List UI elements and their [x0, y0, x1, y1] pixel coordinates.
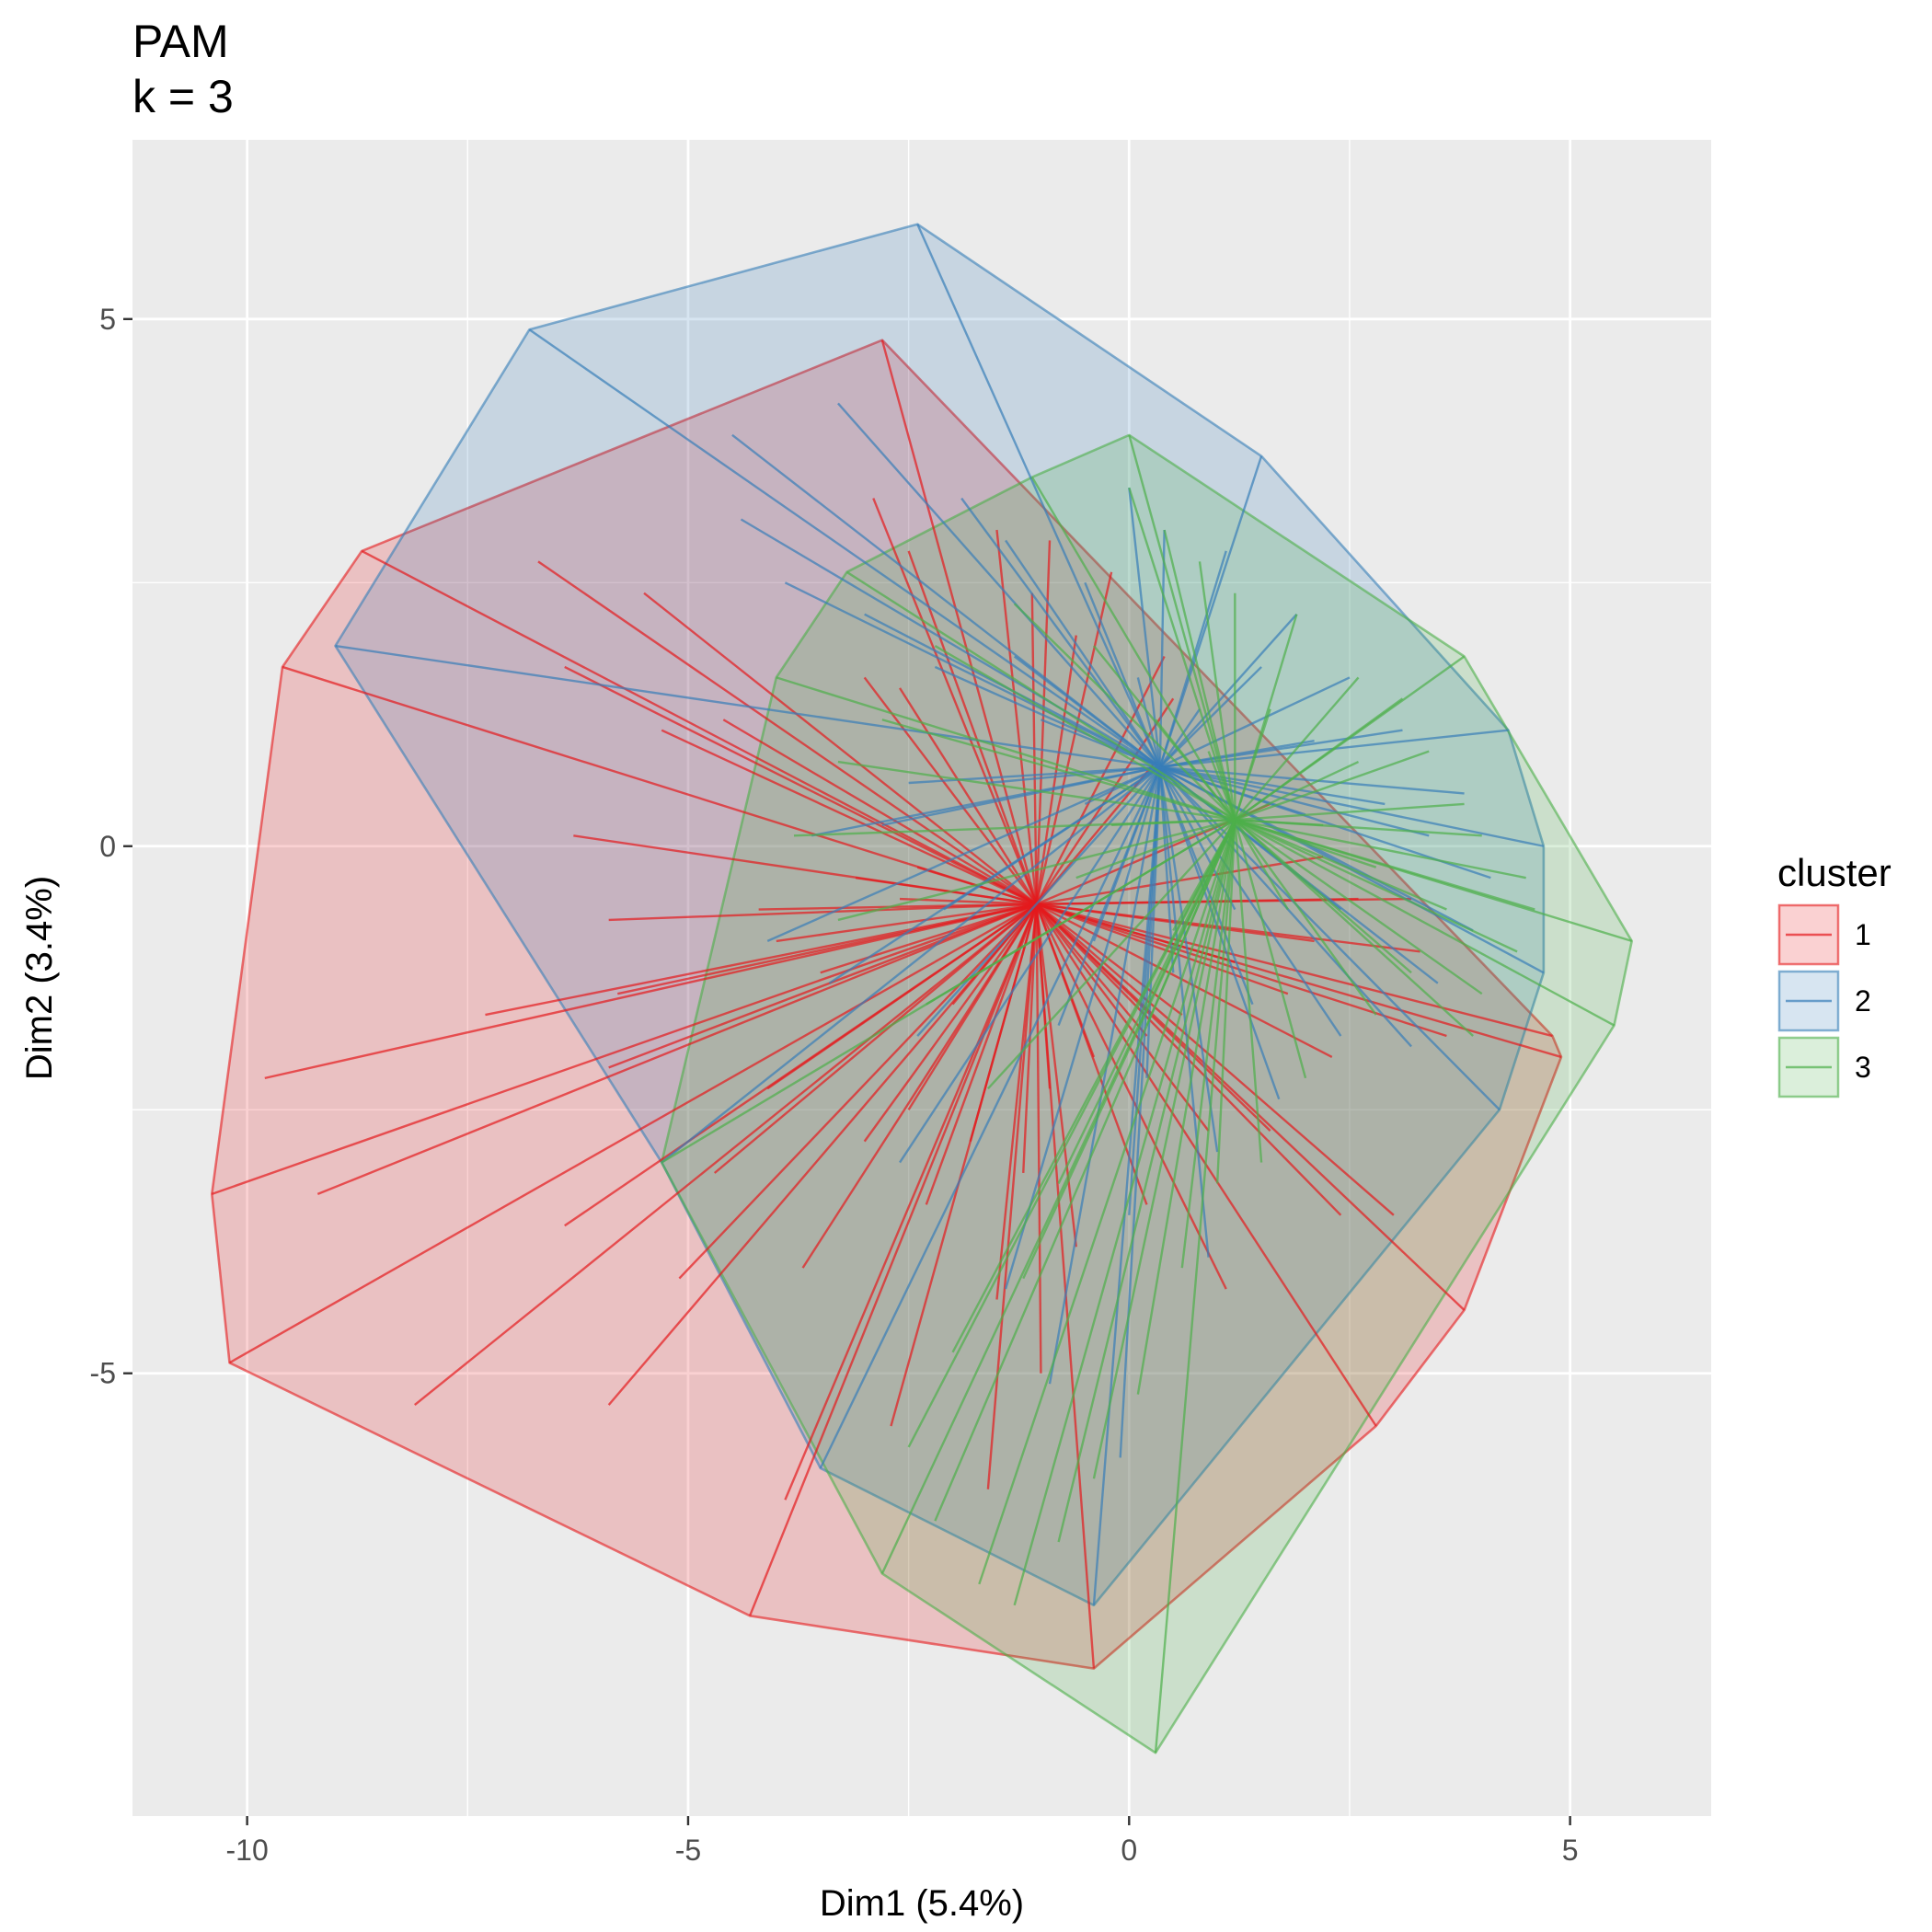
- x-axis-title: Dim1 (5.4%): [820, 1883, 1024, 1924]
- y-axis-ticks: -5 0 5: [90, 303, 132, 1390]
- legend-item-1[interactable]: 1: [1779, 905, 1871, 964]
- y-axis-title: Dim2 (3.4%): [19, 876, 60, 1080]
- x-axis-ticks: -10 -5 0 5: [226, 1816, 1579, 1867]
- legend-label-3: 3: [1855, 1051, 1871, 1084]
- legend-title: cluster: [1777, 851, 1892, 894]
- legend-label-1: 1: [1855, 918, 1871, 951]
- legend-item-2[interactable]: 2: [1779, 972, 1871, 1030]
- x-tick-label: -5: [675, 1834, 701, 1867]
- x-tick-label: 5: [1562, 1834, 1579, 1867]
- x-tick-label: 0: [1121, 1834, 1137, 1867]
- legend: cluster 1 2 3: [1777, 851, 1892, 1097]
- y-tick-label: 5: [99, 303, 116, 336]
- legend-item-3[interactable]: 3: [1779, 1038, 1871, 1097]
- chart-subtitle: k = 3: [132, 71, 234, 122]
- x-tick-label: -10: [226, 1834, 269, 1867]
- y-tick-label: 0: [99, 830, 116, 863]
- y-tick-label: -5: [90, 1357, 116, 1390]
- legend-label-2: 2: [1855, 984, 1871, 1018]
- chart-title: PAM: [132, 16, 229, 67]
